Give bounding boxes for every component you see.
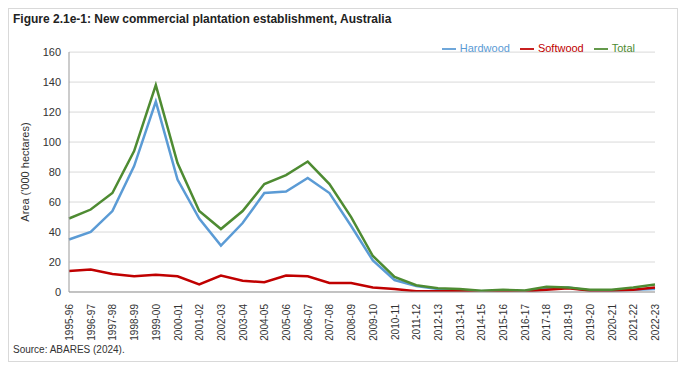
svg-text:2007-08: 2007-08 [324, 304, 335, 341]
svg-text:2005-06: 2005-06 [281, 304, 292, 341]
html-text:Total: Total [611, 42, 635, 54]
svg-text:2018-19: 2018-19 [563, 304, 574, 341]
html-text:Figure 2.1e-1: New commercial: Figure 2.1e-1: New commercial plantation… [13, 12, 392, 26]
svg-text:2006-07: 2006-07 [303, 304, 314, 341]
svg-text:2008-09: 2008-09 [346, 304, 357, 341]
svg-text:2001-02: 2001-02 [194, 304, 205, 341]
svg-text:40: 40 [49, 226, 61, 238]
svg-text:2011-12: 2011-12 [411, 304, 422, 340]
html-text:Hardwood: Hardwood [459, 42, 510, 54]
svg-text:2013-14: 2013-14 [455, 304, 466, 341]
svg-text:1996-97: 1996-97 [86, 304, 97, 341]
svg-text:1997-98: 1997-98 [107, 304, 118, 341]
svg-text:2004-05: 2004-05 [259, 304, 270, 341]
svg-text:2022-23: 2022-23 [650, 304, 661, 341]
svg-text:80: 80 [49, 166, 61, 178]
svg-text:20: 20 [49, 256, 61, 268]
svg-text:2016-17: 2016-17 [520, 304, 531, 341]
svg-text:1995-96: 1995-96 [64, 304, 75, 341]
svg-text:1999-00: 1999-00 [151, 304, 162, 341]
svg-text:2010-11: 2010-11 [390, 304, 401, 340]
svg-text:2000-01: 2000-01 [173, 304, 184, 341]
svg-text:100: 100 [43, 136, 61, 148]
svg-text:2014-15: 2014-15 [476, 304, 487, 341]
svg-text:Area ('000 hectares): Area ('000 hectares) [19, 122, 31, 221]
html-text:Softwood: Softwood [537, 42, 584, 54]
svg-text:120: 120 [43, 106, 61, 118]
svg-text:60: 60 [49, 196, 61, 208]
svg-text:2015-16: 2015-16 [498, 304, 509, 341]
svg-text:2002-03: 2002-03 [216, 304, 227, 341]
html-text:Source: ABARES (2024).: Source: ABARES (2024). [13, 344, 125, 355]
svg-text:2021-22: 2021-22 [628, 304, 639, 341]
svg-text:2003-04: 2003-04 [238, 304, 249, 341]
svg-text:0: 0 [55, 286, 61, 298]
svg-text:1998-99: 1998-99 [129, 304, 140, 341]
svg-text:2020-21: 2020-21 [607, 304, 618, 341]
svg-text:140: 140 [43, 76, 61, 88]
svg-text:160: 160 [43, 46, 61, 58]
svg-text:2009-10: 2009-10 [368, 304, 379, 341]
svg-text:2019-20: 2019-20 [585, 304, 596, 341]
svg-text:2017-18: 2017-18 [541, 304, 552, 341]
svg-text:2012-13: 2012-13 [433, 304, 444, 341]
